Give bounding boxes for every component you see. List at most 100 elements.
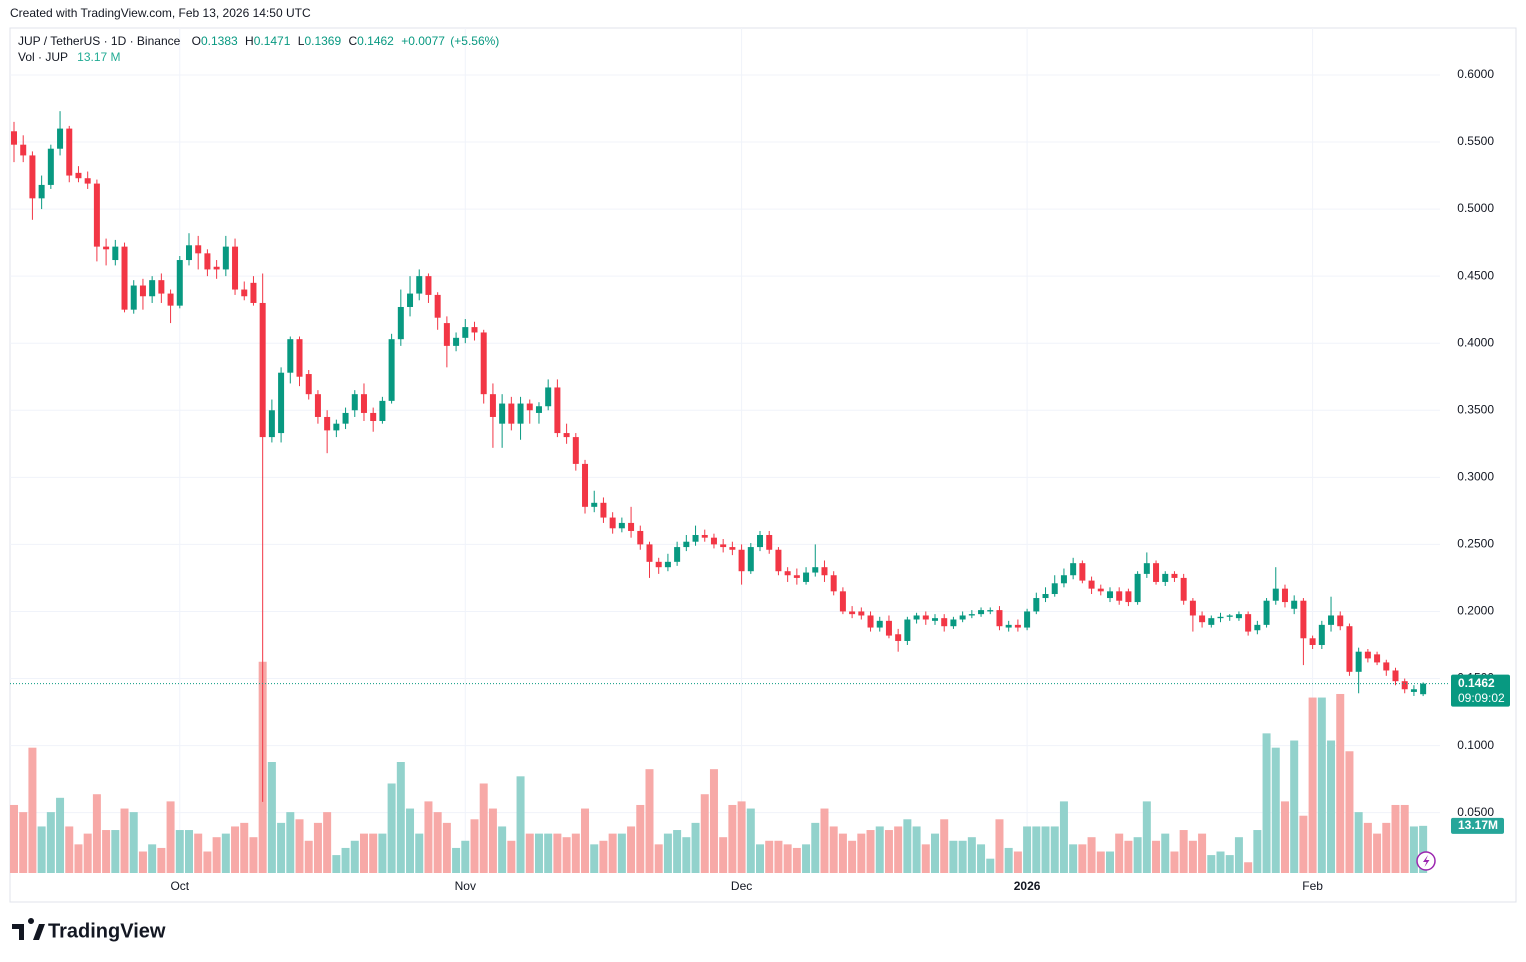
candle-body xyxy=(1014,624,1021,628)
volume-bar xyxy=(894,826,903,873)
candle-body xyxy=(1125,591,1132,603)
y-tick-label: 0.2500 xyxy=(1457,537,1494,551)
volume-bar xyxy=(792,847,801,873)
candle-body xyxy=(729,547,736,550)
candle-body xyxy=(1024,611,1031,628)
volume-bar xyxy=(1188,840,1197,873)
candle-body xyxy=(1272,588,1279,601)
volume-bar xyxy=(562,837,571,873)
low-value: 0.1369 xyxy=(304,34,341,48)
volume-bar xyxy=(231,826,240,873)
candle-body xyxy=(849,611,856,615)
volume-bar xyxy=(415,833,424,873)
candle-body xyxy=(968,614,975,616)
close-value: 0.1462 xyxy=(357,34,394,48)
candle-body xyxy=(75,172,82,179)
volume-bar xyxy=(627,826,636,873)
volume-bar xyxy=(507,840,516,873)
candle-body xyxy=(1162,573,1169,582)
candle-body xyxy=(793,575,800,578)
candle-body xyxy=(471,327,478,333)
candle-body xyxy=(812,567,819,573)
candle-body xyxy=(287,339,294,373)
candle-body xyxy=(655,561,662,568)
volume-bar xyxy=(1013,851,1022,873)
volume-bar xyxy=(461,840,470,873)
candle-body xyxy=(213,266,220,270)
candle-body xyxy=(416,276,423,294)
volume-bar xyxy=(884,830,893,873)
volume-bar xyxy=(599,840,608,873)
icon-bolt[interactable] xyxy=(1423,855,1430,867)
open-value: 0.1383 xyxy=(201,34,238,48)
candle-body xyxy=(692,535,699,542)
volume-bar xyxy=(1409,826,1418,873)
volume-bar xyxy=(921,844,930,873)
volume-bar xyxy=(323,812,332,873)
candle-body xyxy=(342,412,349,424)
volume-bar xyxy=(654,844,663,873)
candle-body xyxy=(47,148,54,185)
volume-bar xyxy=(848,840,857,873)
volume-bar xyxy=(857,833,866,873)
y-tick-label: 0.4500 xyxy=(1457,268,1494,282)
candle-body xyxy=(535,406,542,413)
volume-bar xyxy=(700,794,709,873)
candle-body xyxy=(1060,575,1067,584)
x-tick-label: Feb xyxy=(1302,879,1323,893)
candle-body xyxy=(397,306,404,340)
volume-bar xyxy=(544,833,553,873)
candle-body xyxy=(1254,624,1261,631)
volume-bar xyxy=(332,855,341,873)
volume-bar xyxy=(673,830,682,873)
candle-body xyxy=(259,302,266,438)
high-value: 0.1471 xyxy=(254,34,291,48)
candle-body xyxy=(664,561,671,568)
candle-body xyxy=(959,615,966,620)
volume-bar xyxy=(341,847,350,873)
candle-body xyxy=(876,620,883,628)
candle-body xyxy=(305,374,312,395)
candle-body xyxy=(1245,614,1252,632)
volume-bar xyxy=(1207,855,1216,873)
volume-bar xyxy=(359,833,368,873)
volume-bar xyxy=(194,833,203,873)
candle-body xyxy=(29,155,36,199)
volume-bar xyxy=(756,844,765,873)
volume-bar xyxy=(1069,844,1078,873)
volume-bar xyxy=(1299,815,1308,873)
volume-bar xyxy=(83,833,92,873)
candle-body xyxy=(195,245,202,254)
volume-bar xyxy=(102,830,111,873)
candle-body xyxy=(1171,573,1178,578)
candle-body xyxy=(407,293,414,307)
x-tick-label: Oct xyxy=(170,879,189,893)
candle-body xyxy=(222,246,229,270)
volume-bar xyxy=(903,819,912,873)
lightning-icon[interactable] xyxy=(1416,851,1436,871)
candle-body xyxy=(1088,580,1095,589)
volume-bar xyxy=(1170,851,1179,873)
candle-body xyxy=(121,246,128,310)
volume-bar xyxy=(829,826,838,873)
candle-body xyxy=(66,128,73,176)
candle-body xyxy=(1042,594,1049,599)
volume-bar xyxy=(387,783,396,873)
candle-body xyxy=(526,403,533,411)
volume-bar xyxy=(1004,847,1013,873)
candle-body xyxy=(1134,573,1141,603)
candle-body xyxy=(324,416,331,431)
candle-body xyxy=(839,591,846,612)
volume-bar xyxy=(424,801,433,873)
volume-bar xyxy=(470,819,479,873)
axes: 0.05000.10000.15000.20000.25000.30000.35… xyxy=(10,67,1510,893)
candle-body xyxy=(904,619,911,641)
volume-bar xyxy=(1419,825,1428,873)
candle-body xyxy=(434,294,441,318)
candle-body xyxy=(1217,616,1224,619)
volume-bar xyxy=(1290,740,1299,873)
candle-body xyxy=(996,610,1003,627)
candle-body xyxy=(1364,651,1371,659)
candle-body xyxy=(674,547,681,562)
candle-body xyxy=(932,618,938,621)
